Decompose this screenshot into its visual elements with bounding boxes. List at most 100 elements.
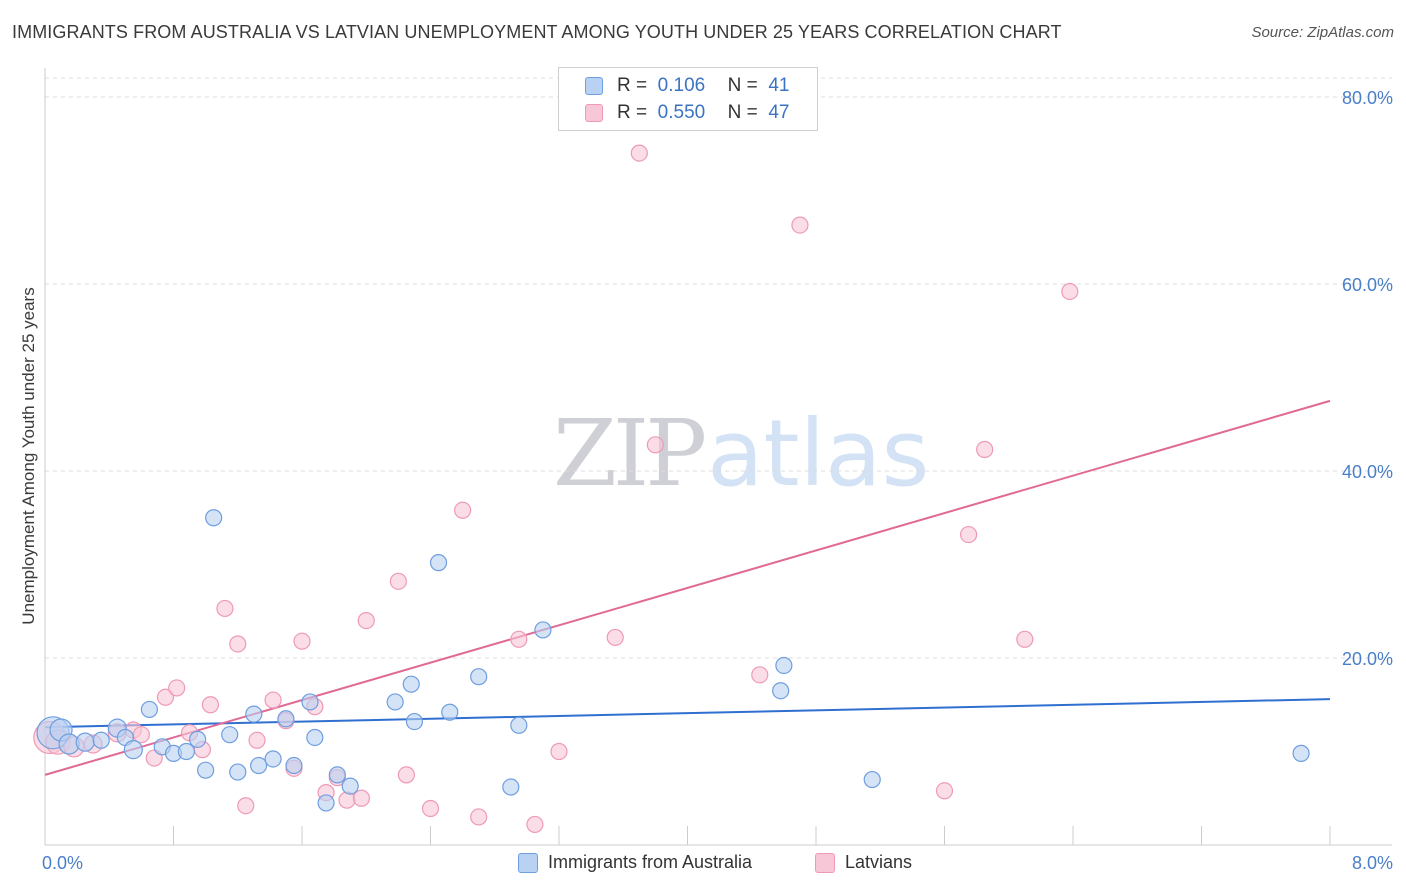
data-point-blue [177,742,195,761]
chart-title: IMMIGRANTS FROM AUSTRALIA VS LATVIAN UNE… [12,22,1062,42]
data-point-pink [959,525,978,544]
data-point-pink [216,599,234,618]
data-point-blue [534,621,552,639]
data-point-blue [205,509,223,527]
data-point-blue [402,675,420,693]
data-point-blue [341,777,359,795]
legend-r-label: R = [617,75,648,96]
watermark: ZIPatlas [553,400,930,507]
data-point-pink [168,679,186,697]
series-legend: Immigrants from Australia Latvians [0,852,1406,878]
data-point-blue [386,693,404,711]
data-point-pink [1061,282,1079,301]
legend-r-value: 0.550 [657,102,706,123]
data-point-pink [421,799,440,818]
data-point-blue [1292,744,1310,762]
series-legend-label: Latvians [845,852,913,872]
data-point-pink [338,791,356,809]
data-point-pink [237,797,255,815]
data-point-pink [1016,630,1034,648]
data-point-blue [229,763,247,781]
data-point-pink [248,731,266,749]
data-point-pink [454,501,472,519]
data-point-pink [264,691,282,709]
data-point-blue [502,778,520,796]
data-point-blue [277,710,295,728]
data-point-blue [140,700,159,719]
legend-row-australia: R = 0.106 N = 41 [585,73,789,99]
data-point-pink [132,726,150,744]
legend-n-value: 41 [768,75,790,96]
legend-swatch-blue [585,77,603,95]
x-tick-label: 0.0% [42,853,83,873]
data-point-pink [935,782,954,800]
trend-line-blue [44,698,1331,729]
data-point-blue [92,731,110,749]
legend-swatch-pink [585,104,603,122]
data-point-pink [470,808,488,826]
data-point-blue [328,766,346,784]
data-point-pink [550,742,568,761]
data-point-pink [357,611,375,630]
data-point-blue [772,682,790,700]
data-point-pink [976,440,994,459]
watermark-zip: ZIP [553,400,707,507]
y-tick-label: 60.0% [1342,275,1393,295]
data-point-pink [791,216,809,234]
data-point-pink [389,572,407,590]
series-legend-label: Immigrants from Australia [548,852,753,872]
data-point-blue [75,732,95,752]
correlation-legend: R = 0.106 N = 41 R = 0.550 N = 47 [558,67,818,131]
data-point-blue [264,750,282,768]
y-tick-label: 80.0% [1342,88,1393,108]
trend-lines [44,399,1331,776]
data-point-pink [201,696,220,714]
data-point-pink [526,815,544,834]
data-point-blue [301,693,319,711]
grid-lines [45,77,1392,659]
series-legend-australia: Immigrants from Australia [518,852,752,873]
data-point-blue [441,703,459,721]
trend-line-pink [44,399,1331,776]
legend-n-label: N = [727,75,758,96]
data-points [33,144,1310,834]
data-point-blue [250,756,268,775]
data-point-blue [245,705,263,723]
data-point-pink [352,789,371,807]
data-point-blue [317,794,335,812]
data-point-blue [221,726,239,744]
data-point-blue [306,728,324,747]
axes [44,68,1392,846]
y-tick-label: 20.0% [1342,649,1393,669]
data-point-pink [397,766,416,784]
watermark-atlas: atlas [707,400,930,507]
data-point-blue [510,716,528,734]
y-axis-title: Unemployment Among Youth under 25 years [19,287,38,624]
series-swatch-blue [518,852,538,873]
data-point-blue [188,730,207,748]
legend-r-label: R = [617,102,648,123]
series-legend-latvians: Latvians [815,852,912,873]
x-tick-label: 8.0% [1352,853,1393,873]
data-point-blue [863,770,881,789]
tick-labels: 20.0% 40.0% 60.0% 80.0% 0.0% 8.0% Unemployment… [19,88,1393,873]
data-point-pink [510,630,528,648]
data-point-blue [429,554,448,572]
data-point-pink [293,632,311,650]
y-tick-label: 40.0% [1342,462,1393,482]
data-point-blue [405,712,424,731]
data-point-blue [285,756,303,775]
data-point-pink [646,436,664,454]
data-point-blue [197,761,215,779]
data-point-pink [229,635,247,653]
legend-r-value: 0.106 [657,75,706,96]
data-point-pink [156,688,175,706]
series-swatch-pink [815,852,835,873]
data-point-blue [123,740,143,760]
data-point-pink [751,666,769,684]
legend-n-label: N = [727,102,758,123]
data-point-blue [775,656,793,675]
legend-row-latvians: R = 0.550 N = 47 [585,100,789,126]
data-point-pink [606,628,624,647]
